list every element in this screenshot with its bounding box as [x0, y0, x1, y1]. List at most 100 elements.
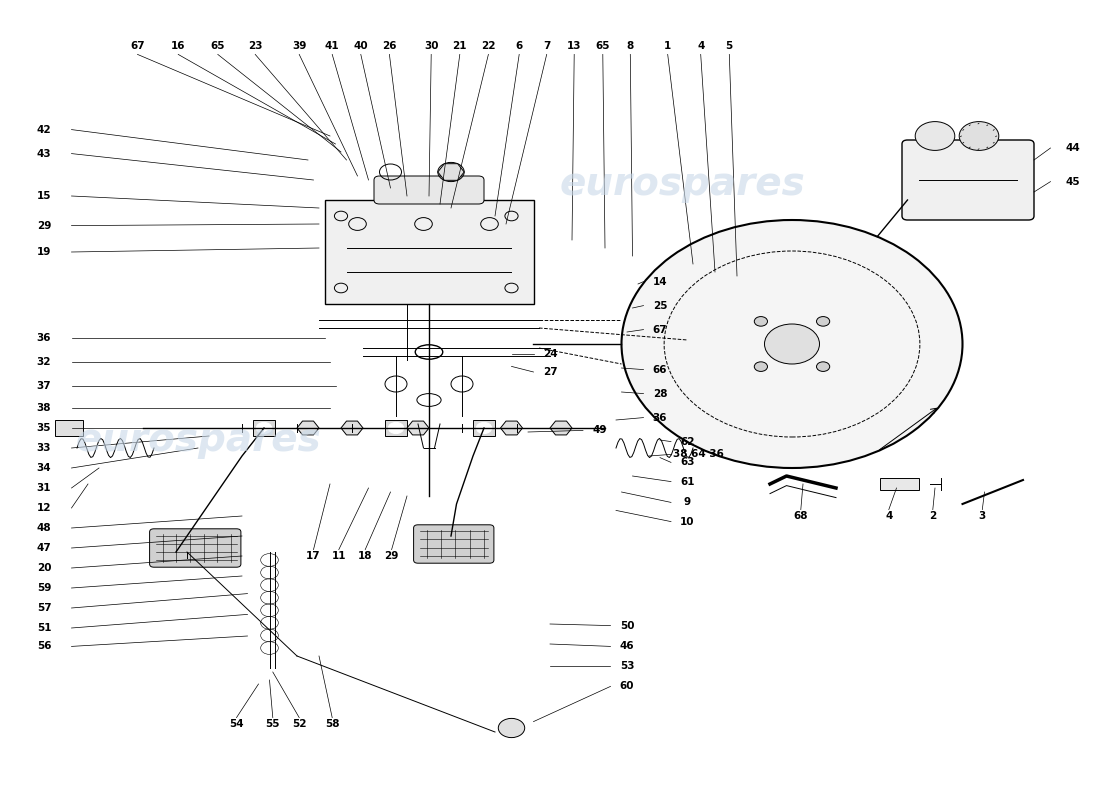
Text: 7: 7: [543, 42, 550, 51]
Circle shape: [764, 324, 820, 364]
Text: 15: 15: [36, 191, 52, 201]
Text: 58: 58: [324, 719, 340, 729]
Text: 66: 66: [652, 365, 668, 374]
Text: 38: 38: [36, 403, 52, 413]
Text: 18: 18: [358, 551, 373, 561]
Circle shape: [915, 122, 955, 150]
Polygon shape: [438, 164, 464, 180]
Text: 61: 61: [680, 477, 695, 486]
Bar: [473, 420, 495, 436]
Text: 53: 53: [619, 661, 635, 670]
Text: 57: 57: [36, 603, 52, 613]
Text: 56: 56: [36, 642, 52, 651]
Text: 19: 19: [36, 247, 52, 257]
Text: 67: 67: [652, 325, 668, 334]
Text: 14: 14: [652, 277, 668, 286]
Text: 8: 8: [627, 42, 634, 51]
Text: 3: 3: [979, 511, 986, 521]
Polygon shape: [550, 421, 572, 435]
Text: 54: 54: [229, 719, 244, 729]
Polygon shape: [297, 421, 319, 435]
Text: 16: 16: [170, 42, 186, 51]
Text: 2: 2: [930, 511, 936, 521]
Text: 67: 67: [130, 42, 145, 51]
Text: 17: 17: [306, 551, 321, 561]
Bar: [693, 420, 720, 436]
Text: 65: 65: [595, 42, 610, 51]
Circle shape: [959, 122, 999, 150]
Polygon shape: [341, 421, 363, 435]
Bar: [880, 478, 918, 490]
Circle shape: [388, 422, 404, 434]
Text: eurospares: eurospares: [559, 165, 805, 203]
Text: 43: 43: [36, 149, 52, 158]
Text: 21: 21: [452, 42, 468, 51]
FancyBboxPatch shape: [902, 140, 1034, 220]
Text: 48: 48: [36, 523, 52, 533]
Text: 62: 62: [680, 437, 695, 446]
Text: 23: 23: [248, 42, 263, 51]
Text: 36: 36: [36, 333, 52, 342]
Text: 4: 4: [886, 511, 892, 521]
Circle shape: [816, 317, 829, 326]
Text: 20: 20: [36, 563, 52, 573]
Text: 40: 40: [353, 42, 369, 51]
Text: 44: 44: [1065, 143, 1080, 153]
Text: eurospares: eurospares: [75, 421, 321, 459]
Text: 10: 10: [680, 517, 695, 526]
Text: 32: 32: [36, 357, 52, 366]
Text: 50: 50: [619, 621, 635, 630]
FancyBboxPatch shape: [150, 529, 241, 567]
Text: 29: 29: [384, 551, 399, 561]
FancyBboxPatch shape: [414, 525, 494, 563]
FancyBboxPatch shape: [374, 176, 484, 204]
Polygon shape: [407, 421, 429, 435]
Circle shape: [385, 376, 407, 392]
Bar: [55, 420, 82, 436]
Text: 13: 13: [566, 42, 582, 51]
Text: 4: 4: [697, 42, 704, 51]
Text: 59: 59: [36, 583, 52, 593]
Text: 38 64 36: 38 64 36: [673, 450, 724, 459]
Text: 60: 60: [619, 682, 635, 691]
Bar: [385, 420, 407, 436]
Text: 46: 46: [619, 642, 635, 651]
Text: 45: 45: [1065, 177, 1080, 186]
Text: 34: 34: [36, 463, 52, 473]
Text: 28: 28: [652, 389, 668, 398]
Text: 51: 51: [36, 623, 52, 633]
Text: 47: 47: [36, 543, 52, 553]
Text: 12: 12: [36, 503, 52, 513]
Text: 68: 68: [793, 511, 808, 521]
Text: 42: 42: [36, 125, 52, 134]
Text: 24: 24: [542, 349, 558, 358]
Text: 65: 65: [210, 42, 225, 51]
Text: 33: 33: [36, 443, 52, 453]
Circle shape: [498, 718, 525, 738]
Text: 39: 39: [292, 42, 307, 51]
Circle shape: [621, 220, 962, 468]
Bar: [324, 200, 534, 304]
Polygon shape: [500, 421, 522, 435]
Text: 5: 5: [726, 42, 733, 51]
Text: 31: 31: [36, 483, 52, 493]
Circle shape: [755, 362, 768, 371]
Text: 9: 9: [684, 498, 691, 507]
Text: 36: 36: [652, 413, 668, 422]
Text: 49: 49: [592, 426, 607, 435]
Text: 6: 6: [516, 42, 522, 51]
Text: 27: 27: [542, 367, 558, 377]
Circle shape: [816, 362, 829, 371]
Bar: [253, 420, 275, 436]
Text: 25: 25: [652, 301, 668, 310]
Circle shape: [755, 317, 768, 326]
Text: 22: 22: [481, 42, 496, 51]
Text: 41: 41: [324, 42, 340, 51]
Text: 35: 35: [36, 423, 52, 433]
Text: 37: 37: [36, 381, 52, 390]
Text: 1: 1: [664, 42, 671, 51]
Text: 29: 29: [36, 221, 52, 230]
Circle shape: [256, 422, 272, 434]
Circle shape: [451, 376, 473, 392]
Text: 30: 30: [424, 42, 439, 51]
